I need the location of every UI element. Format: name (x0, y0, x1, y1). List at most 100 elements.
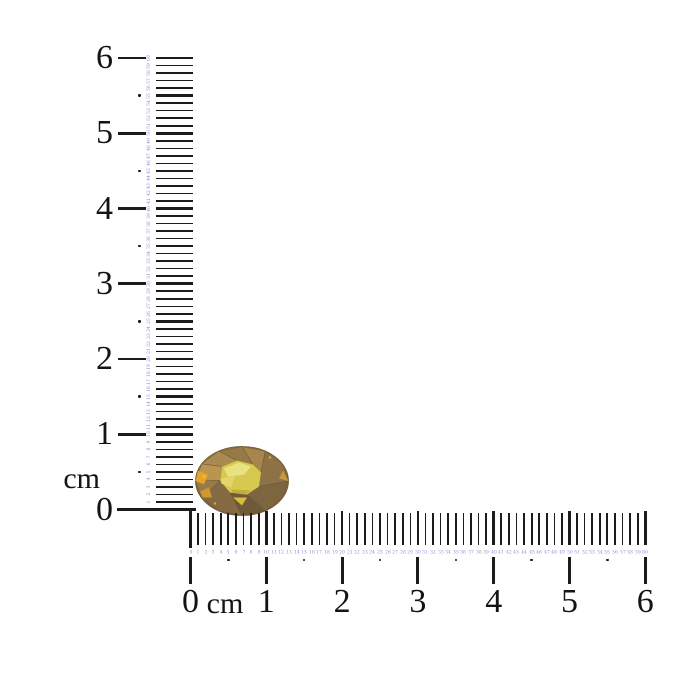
h-mm-label: 50 (566, 548, 573, 555)
v-mm-tick (156, 298, 193, 300)
v-mm-tick (156, 267, 193, 270)
v-mm-tick (156, 440, 193, 443)
h-half-dot (530, 559, 533, 562)
v-mm-tick (156, 418, 193, 420)
h-mm-label: 37 (468, 548, 474, 555)
v-mm-tick (156, 395, 193, 398)
v-cm-dash (118, 131, 146, 135)
v-mm-tick (156, 275, 193, 278)
h-mm-label: 15 (301, 548, 308, 555)
v-mm-tick (156, 432, 193, 436)
v-mm-tick (156, 64, 193, 67)
h-mm-label: 1 (196, 548, 200, 555)
v-half-dot (138, 169, 141, 173)
v-half-dot (138, 395, 141, 398)
v-half-dot (138, 244, 141, 248)
h-mm-tick (599, 513, 601, 545)
h-mm-label: 45 (528, 548, 535, 555)
h-mm-tick (242, 513, 245, 545)
h-mm-tick (629, 513, 631, 545)
v-mm-tick (156, 162, 193, 165)
v-cm-number: 1 (96, 415, 113, 453)
gem-table-facet (219, 460, 262, 495)
v-mm-tick (156, 493, 193, 496)
v-cm-number: 3 (96, 264, 113, 302)
h-mm-tick (439, 513, 442, 545)
h-mm-tick (340, 511, 344, 545)
h-cm-tick (340, 557, 344, 584)
h-mm-tick (250, 513, 252, 545)
h-mm-label: 22 (354, 548, 361, 555)
h-mm-label: 52 (581, 548, 588, 555)
h-mm-label: 9 (257, 548, 261, 555)
v-mm-tick (156, 139, 193, 142)
v-cm-dash (118, 282, 146, 286)
gemstone-photo (195, 446, 289, 516)
h-cm-number: 2 (333, 583, 351, 620)
v-mm-tick (156, 328, 193, 330)
h-mm-label: 25 (377, 548, 383, 555)
h-mm-label: 18 (324, 548, 330, 555)
h-mm-tick (432, 513, 434, 545)
v-mm-tick (156, 403, 193, 405)
v-mm-tick (156, 380, 193, 383)
v-mm-tick (156, 207, 193, 210)
h-mm-tick (197, 513, 199, 545)
h-mm-tick (220, 513, 222, 545)
v-half-dot (138, 320, 141, 323)
v-mm-tick (156, 200, 193, 202)
h-mm-tick (310, 513, 313, 545)
v-mm-tick (156, 290, 193, 293)
v-mm-tick (156, 131, 193, 135)
h-half-dot (227, 559, 230, 562)
h-mm-label: 12 (278, 548, 285, 555)
h-mm-label: 26 (384, 548, 391, 555)
h-mm-tick (492, 511, 495, 545)
v-mm-tick (156, 305, 193, 308)
h-half-dot (454, 559, 457, 562)
h-mm-tick (485, 513, 487, 545)
v-mm-tick (156, 365, 193, 368)
v-mm-tick (156, 102, 193, 104)
h-mm-tick (424, 513, 427, 545)
v-cm-dash (118, 432, 146, 436)
v-mm-tick (156, 463, 193, 466)
h-cm-tick (492, 557, 496, 584)
h-cm-tick (416, 557, 420, 584)
h-mm-label: 55 (604, 548, 611, 555)
h-mm-label: 16 (308, 548, 315, 555)
v-mm-tick (156, 357, 193, 361)
h-mm-label: 17 (316, 548, 323, 555)
h-mm-tick (515, 513, 518, 545)
h-cm-number: 1 (257, 583, 275, 620)
v-cm-number: 0 (96, 490, 113, 528)
v-mm-tick (156, 117, 193, 119)
v-half-dot (138, 470, 141, 474)
h-mm-label: 10 (263, 548, 270, 555)
h-mm-label: 44 (521, 548, 527, 555)
h-cm-tick (189, 557, 192, 584)
h-mm-label: 2 (204, 548, 208, 555)
h-mm-tick (386, 513, 389, 545)
h-mm-label: 47 (543, 548, 550, 555)
h-mm-label: 42 (506, 548, 512, 555)
h-mm-label: 35 (452, 548, 459, 555)
h-mm-label: 5 (226, 548, 230, 555)
h-mm-tick (212, 513, 215, 545)
v-mm-tick (156, 260, 193, 262)
v-cm-number: 6 (96, 39, 113, 76)
gem-bright-accents (195, 456, 289, 506)
h-mm-tick (454, 513, 457, 545)
h-mm-tick (477, 513, 480, 545)
h-mm-tick (235, 513, 237, 545)
v-mm-tick (156, 388, 193, 390)
h-mm-tick (621, 513, 624, 545)
h-cm-number: 0 (182, 583, 199, 620)
h-mm-label: 29 (407, 548, 414, 555)
h-mm-label: 24 (369, 548, 376, 555)
h-mm-tick (295, 513, 298, 545)
h-mm-label: 23 (362, 548, 368, 555)
v-mm-tick (156, 215, 193, 217)
h-mm-label: 60 (642, 548, 649, 555)
v-cm-number: 4 (96, 189, 113, 227)
